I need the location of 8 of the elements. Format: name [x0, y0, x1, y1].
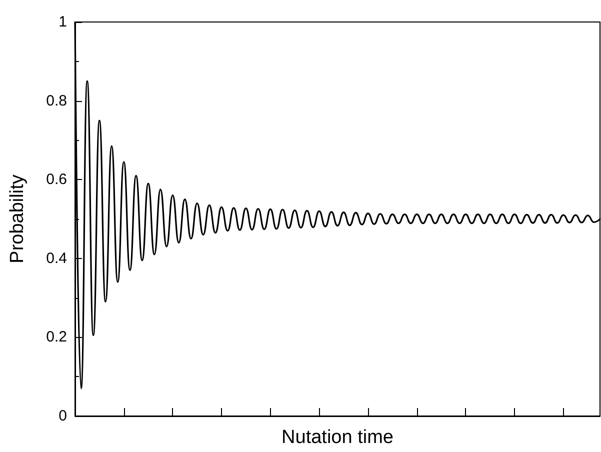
- y-tick-label: 0.8: [46, 92, 67, 110]
- y-tick-label: 0.6: [46, 171, 67, 188]
- y-tick-label: 0: [58, 408, 67, 424]
- y-tick-label: 0.2: [46, 328, 67, 346]
- y-axis-title: Probability: [7, 174, 28, 264]
- y-tick-label: 0.4: [46, 250, 67, 267]
- x-axis-title: Nutation time: [282, 427, 394, 448]
- y-tick-label: 1: [58, 14, 67, 30]
